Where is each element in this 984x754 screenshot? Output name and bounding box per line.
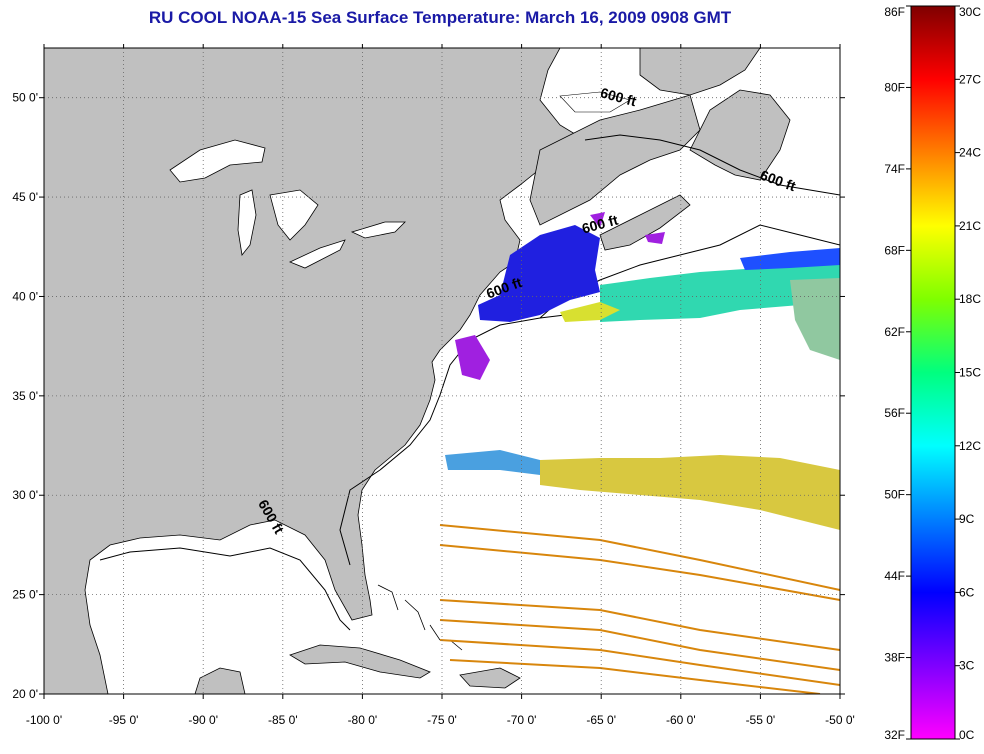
- lat-tick-label: 30 0': [12, 488, 38, 502]
- colorbar-f-label: 80F: [884, 80, 905, 94]
- colorbar-f-label: 50F: [884, 488, 905, 502]
- sst-streaks-south: [439, 524, 840, 694]
- map-content: [44, 48, 840, 694]
- map-grid: [44, 48, 840, 694]
- colorbar-f-label: 56F: [884, 406, 905, 420]
- lon-tick-label: -90 0': [188, 713, 218, 727]
- colorbar-c-label: 27C: [959, 72, 981, 86]
- colorbar-f-label: 86F: [884, 5, 905, 19]
- sst-purple-patch-2: [645, 232, 665, 244]
- lat-tick-label: 20 0': [12, 687, 38, 701]
- land-north-america: [44, 48, 586, 694]
- colorbar-c-label: 18C: [959, 292, 981, 306]
- land-bahamas: [377, 584, 463, 651]
- land-hispaniola: [459, 667, 521, 689]
- colorbar-c-label: 15C: [959, 366, 981, 380]
- colorbar-c-label: 6C: [959, 585, 975, 599]
- lat-tick-label: 25 0': [12, 588, 38, 602]
- colorbar-f-label: 32F: [884, 728, 905, 742]
- lon-tick-label: -100 0': [26, 713, 62, 727]
- lat-tick-label: 45 0': [12, 190, 38, 204]
- colorbar-f-label: 62F: [884, 325, 905, 339]
- land-cuba: [289, 644, 431, 679]
- colorbar-c-label: 24C: [959, 146, 981, 160]
- lon-tick-label: -55 0': [746, 713, 776, 727]
- sst-shelf-blue: [740, 248, 840, 270]
- colorbar-gradient: [910, 5, 956, 740]
- colorbar-c-label: 3C: [959, 659, 975, 673]
- lon-axis: -100 0' -95 0' -90 0' -85 0' -80 0' -75 0' -70…: [26, 44, 855, 727]
- lake-michigan: [237, 189, 257, 256]
- lon-tick-label: -50 0': [825, 713, 855, 727]
- sst-shelf-yellow: [560, 302, 620, 322]
- colorbar-f-label: 68F: [884, 243, 905, 257]
- colorbar-f-label: 74F: [884, 162, 905, 176]
- map-title: RU COOL NOAA-15 Sea Surface Temperature:…: [148, 8, 732, 27]
- land-labrador: [639, 48, 761, 96]
- sst-east-patch: [790, 278, 840, 360]
- colorbar-c-label: 12C: [959, 439, 981, 453]
- lon-tick-label: -75 0': [427, 713, 457, 727]
- colorbar-f-label: 44F: [884, 569, 905, 583]
- lake-ontario: [350, 221, 406, 239]
- lat-axis: 20 0' 25 0' 30 0' 35 0' 40 0' 45 0' 50 0': [12, 91, 845, 701]
- land-maritimes: [529, 94, 701, 226]
- lat-tick-label: 35 0': [12, 389, 38, 403]
- land-yucatan: [194, 667, 246, 694]
- lon-tick-label: -65 0': [586, 713, 616, 727]
- sst-purple-patch-3: [455, 335, 490, 380]
- colorbar-c-label: 9C: [959, 512, 975, 526]
- sst-band-32n-blue: [445, 450, 540, 475]
- colorbar-f-label: 38F: [884, 651, 905, 665]
- colorbar-c-label: 21C: [959, 219, 981, 233]
- colorbar: 86F 80F 74F 68F 62F 56F 50F 44F 38F 32F 30C 27C 24C 2…: [884, 5, 981, 742]
- hudson-bay-edge: [559, 91, 631, 113]
- lat-tick-label: 50 0': [12, 91, 38, 105]
- sst-shelf-band: [600, 262, 840, 322]
- lon-tick-label: -60 0': [666, 713, 696, 727]
- colorbar-c-label: 30C: [959, 5, 981, 19]
- lon-tick-label: -80 0': [348, 713, 378, 727]
- lake-huron: [269, 189, 319, 241]
- lon-tick-label: -85 0': [268, 713, 298, 727]
- lon-tick-label: -95 0': [109, 713, 139, 727]
- sst-gulf-of-maine: [478, 225, 600, 322]
- land-nova-scotia: [599, 194, 691, 251]
- contour-600ft: [99, 134, 840, 631]
- lake-erie: [288, 239, 346, 269]
- colorbar-c-label: 0C: [959, 728, 975, 742]
- lake-superior: [169, 139, 266, 183]
- lon-tick-label: -70 0': [507, 713, 537, 727]
- lat-tick-label: 40 0': [12, 289, 38, 303]
- sst-band-32n: [540, 455, 840, 530]
